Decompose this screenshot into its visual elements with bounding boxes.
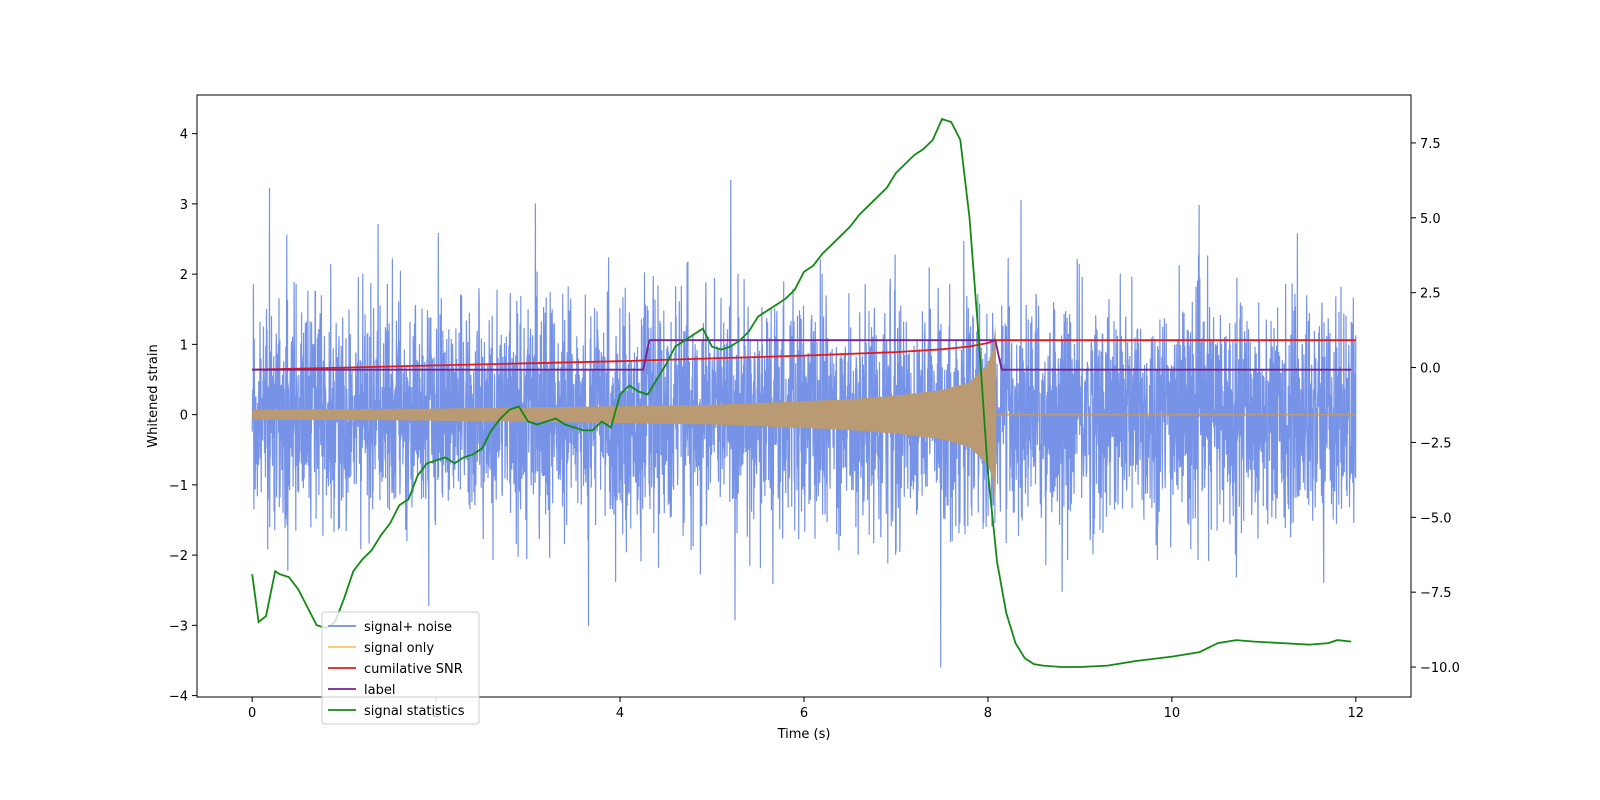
label-series xyxy=(252,339,1352,371)
y-right-tick-label: −10.0 xyxy=(1420,661,1460,676)
y-right-tick-label: −2.5 xyxy=(1420,436,1452,451)
x-tick-label: 10 xyxy=(1164,706,1181,721)
y-tick-label: 3 xyxy=(180,198,188,213)
y-right-tick-label: 7.5 xyxy=(1420,137,1441,152)
y-tick-label: −1 xyxy=(169,479,188,494)
y-tick-label: 2 xyxy=(180,268,188,283)
y-right-tick-label: −5.0 xyxy=(1420,511,1452,526)
y-axis-right: −10.0 −7.5 −5.0 −2.5 0.0 2.5 5.0 7.5 xyxy=(1411,137,1460,676)
legend-label: signal+ noise xyxy=(364,620,452,635)
y-right-tick-label: 0.0 xyxy=(1420,362,1441,377)
y-tick-label: 1 xyxy=(180,338,188,353)
y-tick-label: −4 xyxy=(169,690,188,705)
x-tick-label: 0 xyxy=(248,706,256,721)
y-right-tick-label: 5.0 xyxy=(1420,212,1441,227)
x-tick-label: 6 xyxy=(800,706,808,721)
label-line xyxy=(252,339,1352,371)
legend-label: signal statistics xyxy=(364,704,465,719)
y-tick-label: −3 xyxy=(169,619,188,634)
signal-only-band xyxy=(252,324,997,505)
legend-label: label xyxy=(364,683,395,698)
y-axis-label: Whitened strain xyxy=(146,344,161,447)
x-tick-label: 8 xyxy=(984,706,992,721)
y-tick-label: −2 xyxy=(169,549,188,564)
y-tick-label: 4 xyxy=(180,128,188,143)
x-tick-label: 4 xyxy=(616,706,624,721)
y-right-tick-label: 2.5 xyxy=(1420,287,1441,302)
legend-label: signal only xyxy=(364,641,434,656)
x-axis-label: Time (s) xyxy=(777,727,831,742)
y-axis-left: −4 −3 −2 −1 0 1 2 3 4 xyxy=(169,128,197,705)
legend: signal+ noise signal only cumilative SNR la… xyxy=(321,611,480,725)
x-tick-label: 12 xyxy=(1348,706,1365,721)
y-tick-label: 0 xyxy=(180,409,188,424)
signal-only-series xyxy=(252,324,1356,505)
legend-box xyxy=(321,611,480,725)
signal-statistics-series xyxy=(251,117,1352,668)
y-right-tick-label: −7.5 xyxy=(1420,586,1452,601)
legend-label: cumilative SNR xyxy=(364,662,463,677)
signal-statistics-line xyxy=(251,117,1352,668)
